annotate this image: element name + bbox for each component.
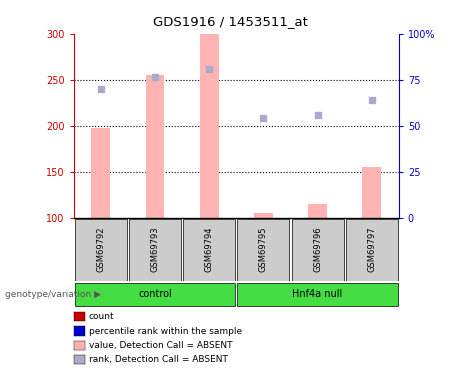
Bar	[237, 219, 290, 280]
Point	[368, 97, 375, 103]
Bar	[75, 283, 235, 306]
Text: GSM69792: GSM69792	[96, 226, 106, 272]
Bar	[346, 219, 398, 280]
Bar	[237, 283, 398, 306]
Text: control: control	[138, 290, 172, 299]
Bar	[183, 219, 235, 280]
Bar	[308, 204, 327, 218]
Bar	[146, 75, 165, 217]
Text: value, Detection Call = ABSENT: value, Detection Call = ABSENT	[89, 341, 232, 350]
Bar	[254, 213, 273, 217]
Bar	[291, 219, 343, 280]
Text: GDS1916 / 1453511_at: GDS1916 / 1453511_at	[153, 15, 308, 28]
Point	[151, 74, 159, 80]
Point	[97, 86, 105, 92]
Text: Hnf4a null: Hnf4a null	[292, 290, 343, 299]
Text: GSM69797: GSM69797	[367, 226, 376, 272]
Text: genotype/variation ▶: genotype/variation ▶	[5, 290, 100, 299]
Bar	[129, 219, 181, 280]
Point	[260, 115, 267, 121]
Text: percentile rank within the sample: percentile rank within the sample	[89, 327, 242, 336]
Bar	[91, 128, 110, 217]
Point	[314, 112, 321, 118]
Text: GSM69793: GSM69793	[150, 226, 160, 272]
Text: GSM69795: GSM69795	[259, 226, 268, 272]
Bar	[200, 34, 219, 218]
Text: GSM69794: GSM69794	[205, 226, 214, 272]
Bar	[362, 167, 381, 218]
Point	[206, 66, 213, 72]
Text: rank, Detection Call = ABSENT: rank, Detection Call = ABSENT	[89, 355, 228, 364]
Bar	[75, 219, 127, 280]
Text: count: count	[89, 312, 115, 321]
Text: GSM69796: GSM69796	[313, 226, 322, 272]
